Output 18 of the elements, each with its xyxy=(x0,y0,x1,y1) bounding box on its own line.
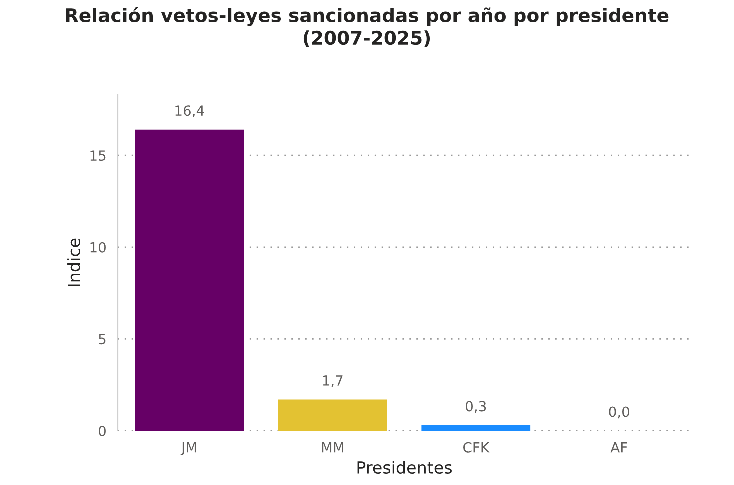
x-axis-title: Presidentes xyxy=(358,461,452,474)
x-tick-label: JM xyxy=(180,442,196,456)
bar xyxy=(278,400,388,431)
y-tick-label: 5 xyxy=(99,334,106,345)
y-tick-label: 0 xyxy=(98,426,106,436)
y-tick-label: 10 xyxy=(90,242,106,253)
x-tick-label: MM xyxy=(322,442,344,453)
y-axis-title: Indice xyxy=(68,238,80,286)
chart-title: Relación vetos-leyes sancionadas por año por presidente (2007-2025) xyxy=(66,7,669,48)
x-tick-label: AF xyxy=(610,442,628,453)
data-label: 0,3 xyxy=(466,401,486,414)
bar xyxy=(135,130,244,431)
bar xyxy=(422,425,531,431)
data-label: 1,7 xyxy=(323,376,343,388)
data-label: 16,4 xyxy=(176,106,204,118)
y-tick-label: 15 xyxy=(90,150,106,162)
data-label: 0,0 xyxy=(609,406,630,419)
x-tick-label: CFK xyxy=(464,442,490,453)
